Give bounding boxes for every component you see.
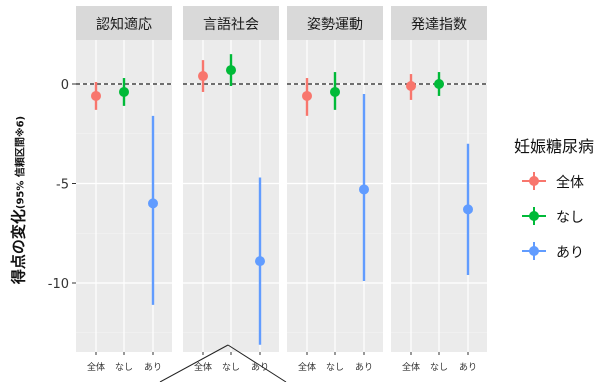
- y-tick-label: -5: [56, 178, 69, 193]
- facet-strip: [183, 6, 279, 40]
- point-estimate: [463, 204, 473, 215]
- legend-title: 妊娠糖尿病: [514, 137, 595, 156]
- legend-key-none: [520, 205, 548, 227]
- x-tick-label: なし: [326, 362, 344, 373]
- x-tick-label: あり: [459, 362, 477, 373]
- facet-strip: [287, 6, 383, 40]
- x-tick-label: 全体: [87, 361, 105, 373]
- facet-title: 姿勢運動: [307, 17, 363, 33]
- facet-strip: [76, 6, 172, 40]
- legend-label-none: なし: [556, 210, 584, 226]
- y-axis-label: 得点の変化(95% 信頼区間※6): [8, 116, 29, 284]
- point-estimate: [119, 86, 129, 97]
- point-estimate: [302, 90, 312, 101]
- point-estimate: [255, 256, 265, 267]
- legend-key-all: [520, 170, 548, 192]
- x-tick-label: なし: [222, 362, 240, 373]
- x-tick-label: なし: [115, 362, 133, 373]
- x-tick-label: 全体: [194, 361, 212, 373]
- facet-strip: [391, 6, 487, 40]
- legend-label-all: 全体: [556, 175, 584, 191]
- callout-line: [227, 344, 287, 382]
- legend-label-present: あり: [556, 245, 584, 261]
- x-tick-label: 全体: [402, 361, 420, 373]
- x-tick-label: あり: [355, 362, 373, 373]
- x-tick-label: 全体: [298, 361, 316, 373]
- point-estimate: [198, 71, 208, 82]
- point-estimate: [406, 80, 416, 91]
- point-estimate: [226, 65, 236, 76]
- facet-title: 発達指数: [411, 17, 467, 33]
- facet-title: 認知適応: [96, 16, 152, 33]
- callout-line: [159, 344, 229, 382]
- y-axis-label-main: 得点の変化: [9, 209, 28, 285]
- point-estimate: [330, 86, 340, 97]
- legend-key-present: [520, 240, 548, 262]
- x-tick-label: あり: [144, 362, 162, 373]
- point-estimate: [359, 184, 369, 195]
- x-tick-label: なし: [430, 362, 448, 373]
- y-tick-label: 0: [61, 78, 69, 93]
- point-estimate: [148, 198, 158, 209]
- facet-title: 言語社会: [203, 17, 259, 33]
- point-estimate: [91, 90, 101, 101]
- point-estimate: [434, 79, 444, 89]
- x-tick-label: あり: [251, 362, 269, 373]
- y-axis-label-sub: (95% 信頼区間※6): [15, 115, 27, 210]
- y-tick-label: -10: [48, 277, 69, 292]
